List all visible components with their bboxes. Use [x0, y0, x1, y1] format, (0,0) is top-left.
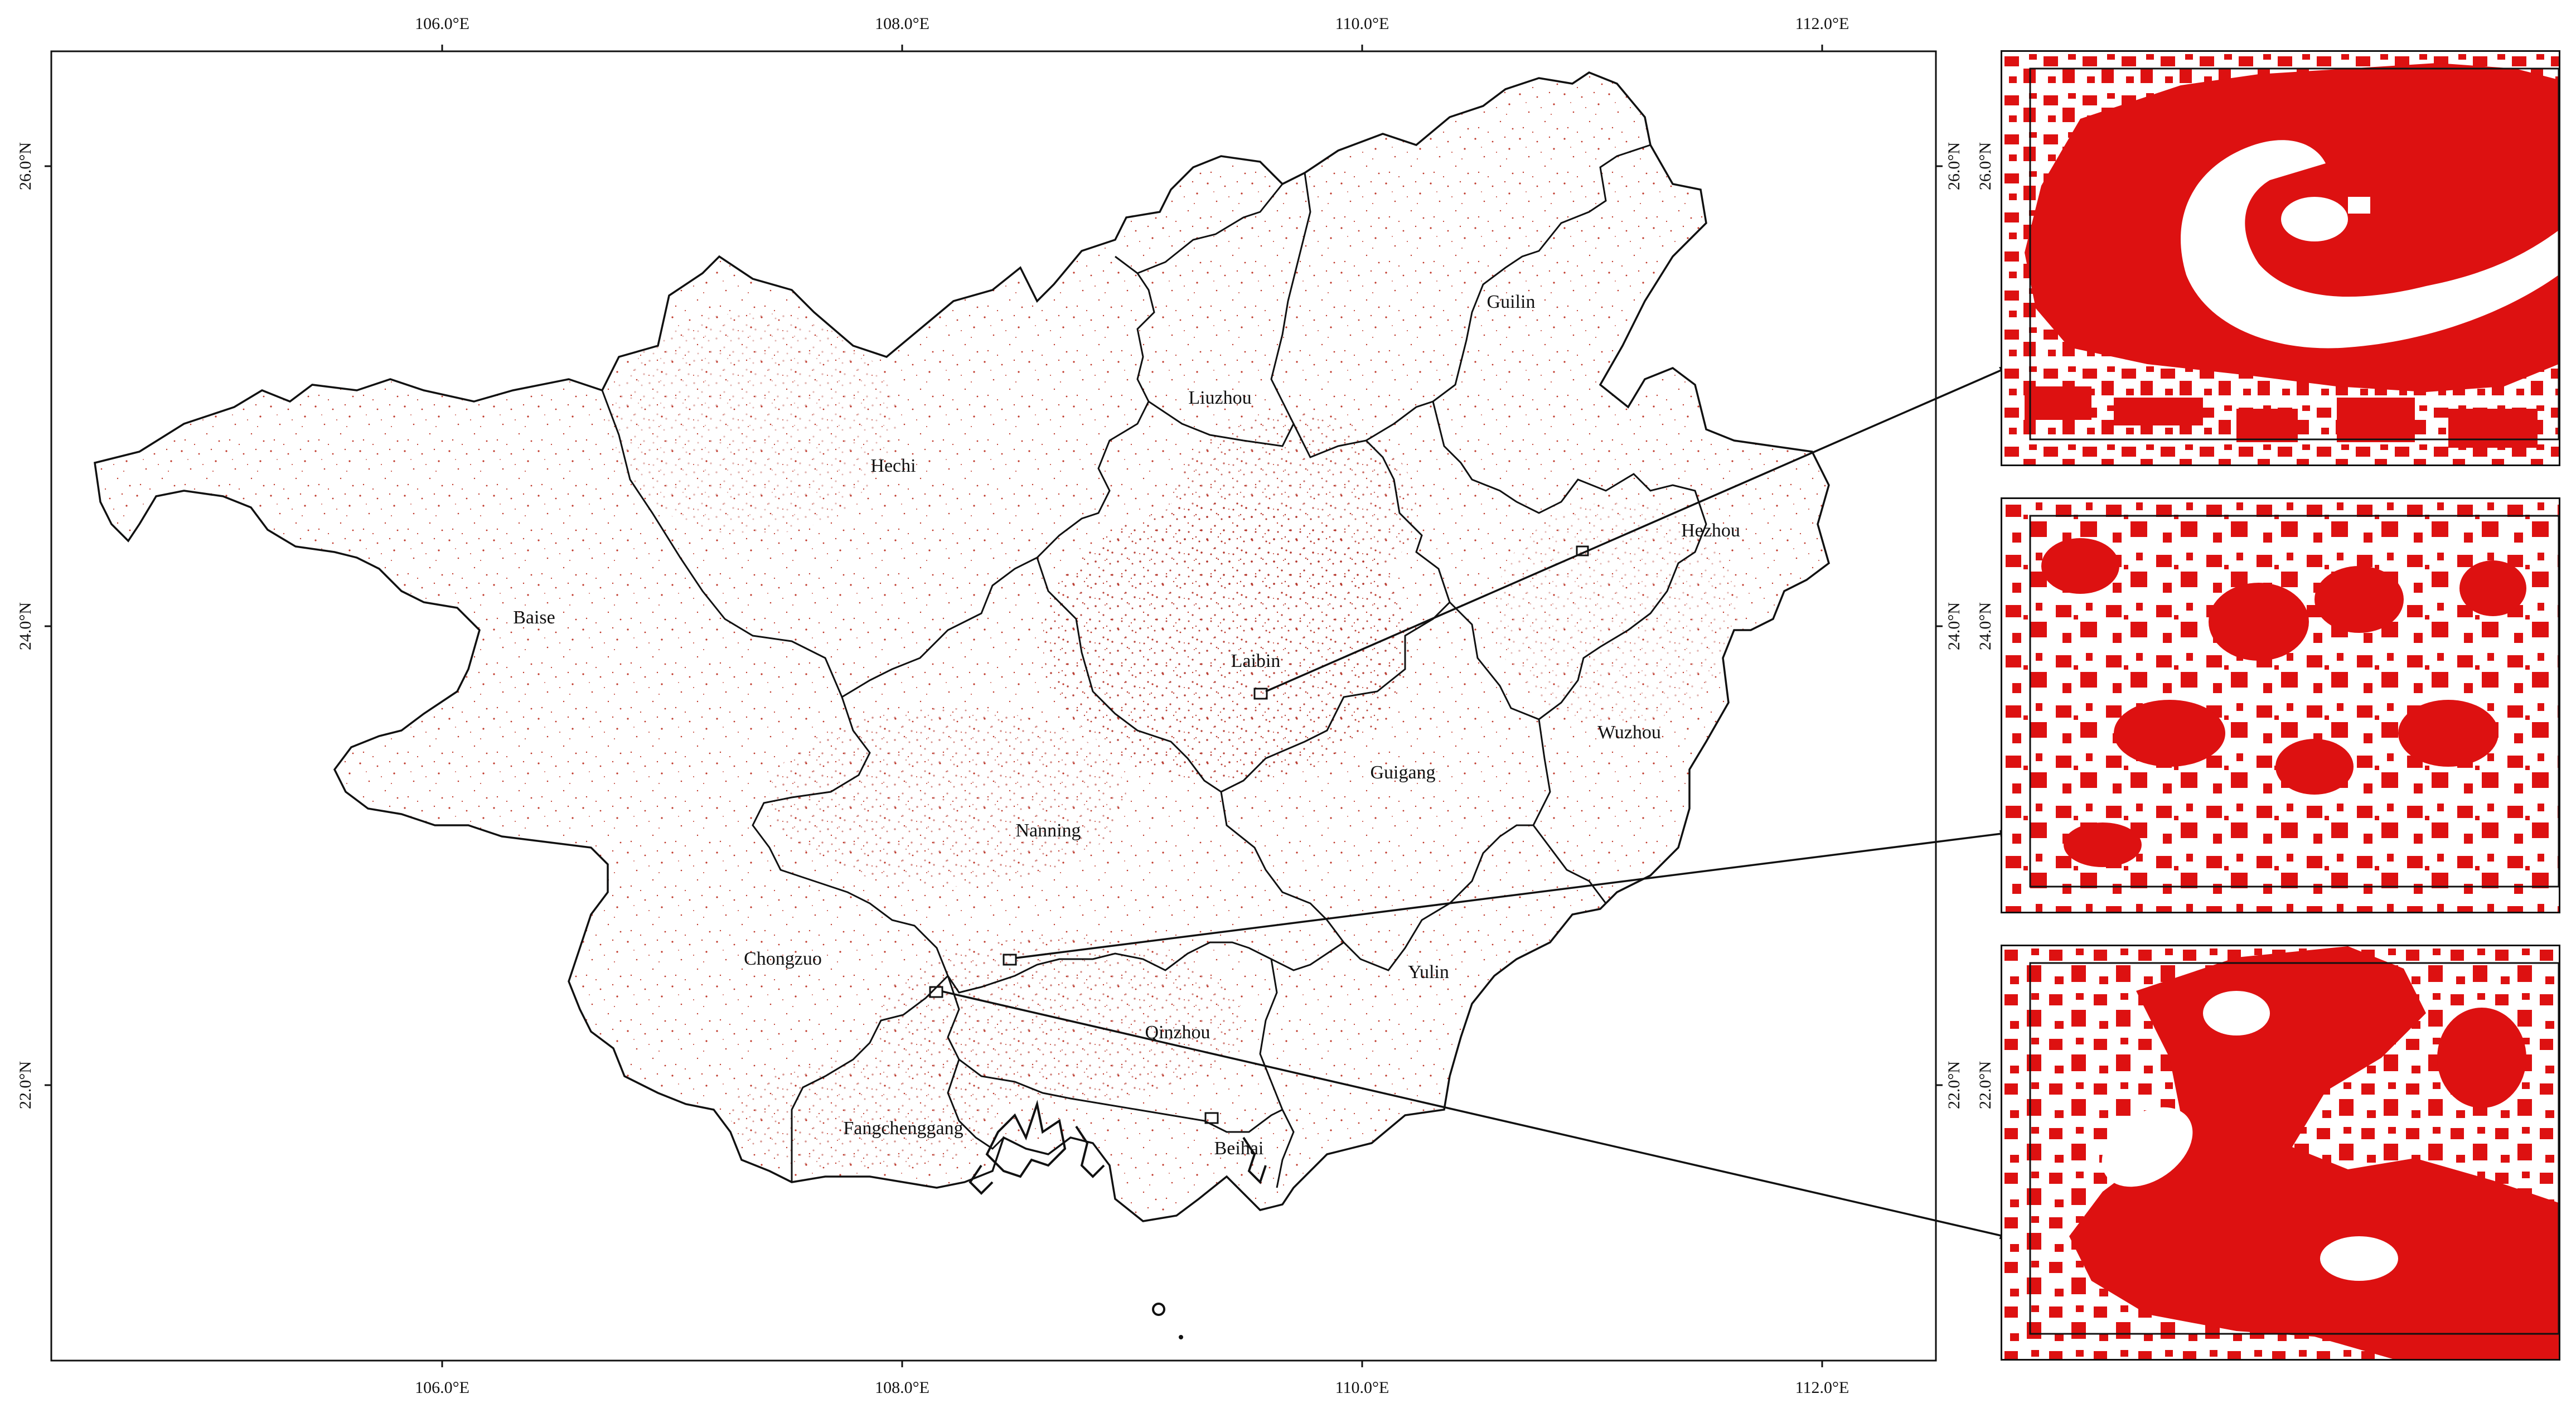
lat-tick-right-26: 26.0°N	[1945, 142, 1963, 190]
region-label-yulin: Yulin	[1408, 962, 1449, 983]
inset-lat-tick-26: 26.0°N	[1976, 142, 1994, 190]
arrow-laibin	[1265, 366, 2007, 693]
region-label-fangchenggang: Fangchenggang	[843, 1118, 963, 1139]
lat-tick-left-26: 26.0°N	[16, 142, 35, 190]
island-dot	[1179, 1335, 1183, 1339]
inset-lat-tick-22: 22.0°N	[1976, 1061, 1994, 1109]
region-label-liuzhou: Liuzhou	[1188, 388, 1251, 408]
main-map: 106.0°E 108.0°E 110.0°E 112.0°E 106.0°E …	[16, 14, 2007, 1397]
inset-panel-nanning	[2001, 497, 2560, 913]
lon-tick-bottom-110: 110.0°E	[1335, 1378, 1389, 1397]
region-label-beihai: Beihai	[1214, 1138, 1264, 1159]
inset-panel-laibin	[2001, 50, 2560, 466]
lat-tick-left-22: 22.0°N	[16, 1061, 35, 1109]
inset-lat-tick-24: 24.0°N	[1976, 602, 1994, 650]
region-label-nanning: Nanning	[1015, 820, 1081, 841]
lon-tick-top-112: 112.0°E	[1795, 14, 1849, 33]
coastline	[969, 1100, 1267, 1316]
region-label-guigang: Guigang	[1370, 762, 1435, 783]
province-boundary	[94, 71, 1831, 1222]
region-label-hezhou: Hezhou	[1681, 520, 1740, 541]
region-label-chongzuo: Chongzuo	[744, 949, 822, 969]
lat-tick-right-22: 22.0°N	[1945, 1061, 1963, 1109]
lat-tick-left-24: 24.0°N	[16, 602, 35, 650]
lat-tick-right-24: 24.0°N	[1945, 602, 1963, 650]
region-label-wuzhou: Wuzhou	[1597, 722, 1661, 743]
region-label-laibin: Laibin	[1231, 651, 1281, 671]
arrow-chongzuo	[942, 990, 2007, 1240]
callout-arrows	[942, 366, 2007, 1240]
city-boundaries	[601, 144, 1707, 1188]
lon-tick-top-106: 106.0°E	[415, 14, 469, 33]
region-label-hechi: Hechi	[870, 456, 916, 476]
arrow-nanning	[1015, 830, 2007, 959]
map-frame	[50, 50, 1937, 1362]
inset-panel-chongzuo	[2001, 945, 2560, 1361]
lon-tick-top-108: 108.0°E	[875, 14, 929, 33]
lon-tick-top-110: 110.0°E	[1335, 14, 1389, 33]
lon-tick-bottom-112: 112.0°E	[1795, 1378, 1849, 1397]
lon-tick-bottom-106: 106.0°E	[415, 1378, 469, 1397]
left-lat-ticks	[45, 165, 51, 1086]
region-label-qinzhou: Qinzhou	[1145, 1022, 1210, 1043]
inset-lat-labels: 26.0°N 24.0°N 22.0°N	[1976, 142, 1994, 1109]
region-label-guilin: Guilin	[1487, 292, 1536, 312]
sample-boxes	[929, 545, 1589, 1124]
bottom-lon-ticks	[441, 1361, 1823, 1367]
region-label-baise: Baise	[513, 607, 555, 628]
right-lat-ticks	[1936, 165, 1943, 1086]
lon-tick-bottom-108: 108.0°E	[875, 1378, 929, 1397]
top-lon-ticks	[441, 45, 1823, 51]
